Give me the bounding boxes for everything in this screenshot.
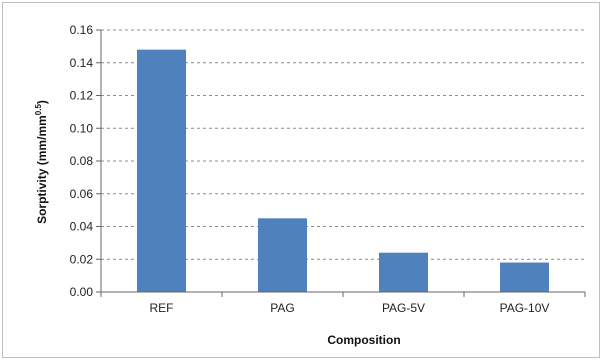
y-tick-label: 0.10 bbox=[70, 121, 94, 135]
y-axis-title-main: Sorptivity (mm/mm bbox=[35, 115, 49, 224]
y-tick-label: 0.12 bbox=[70, 89, 94, 103]
y-tick-label: 0.08 bbox=[70, 154, 94, 168]
bar-pag-10v bbox=[499, 262, 550, 292]
x-tick-label: REF bbox=[150, 301, 174, 315]
x-tick-label: PAG-10V bbox=[500, 301, 550, 315]
x-tick-labels: REF PAG PAG-5V PAG-10V bbox=[150, 301, 550, 315]
y-tick-label: 0.02 bbox=[70, 252, 94, 266]
bars bbox=[136, 49, 550, 293]
x-axis-title: Composition bbox=[327, 333, 400, 347]
bar-pag-5v bbox=[378, 252, 429, 292]
axes bbox=[96, 29, 586, 297]
x-tick-label: PAG bbox=[270, 301, 294, 315]
chart-frame bbox=[2, 2, 600, 358]
y-tick-label: 0.04 bbox=[70, 220, 94, 234]
bar-ref bbox=[136, 49, 187, 293]
x-tick-label: PAG-5V bbox=[382, 301, 425, 315]
y-tick-labels: 0.00 0.02 0.04 0.06 0.08 0.10 0.12 0.14 0.16 bbox=[70, 23, 94, 299]
y-tick-label: 0.16 bbox=[70, 23, 94, 37]
y-axis-title: Sorptivity (mm/mm0.5) bbox=[34, 100, 49, 224]
y-tick-label: 0.06 bbox=[70, 187, 94, 201]
bar-pag bbox=[257, 218, 308, 292]
y-tick-label: 0.00 bbox=[70, 285, 94, 299]
y-axis-title-superscript: 0.5 bbox=[34, 104, 43, 116]
y-axis-title-end: ) bbox=[35, 100, 49, 104]
y-tick-label: 0.14 bbox=[70, 56, 94, 70]
